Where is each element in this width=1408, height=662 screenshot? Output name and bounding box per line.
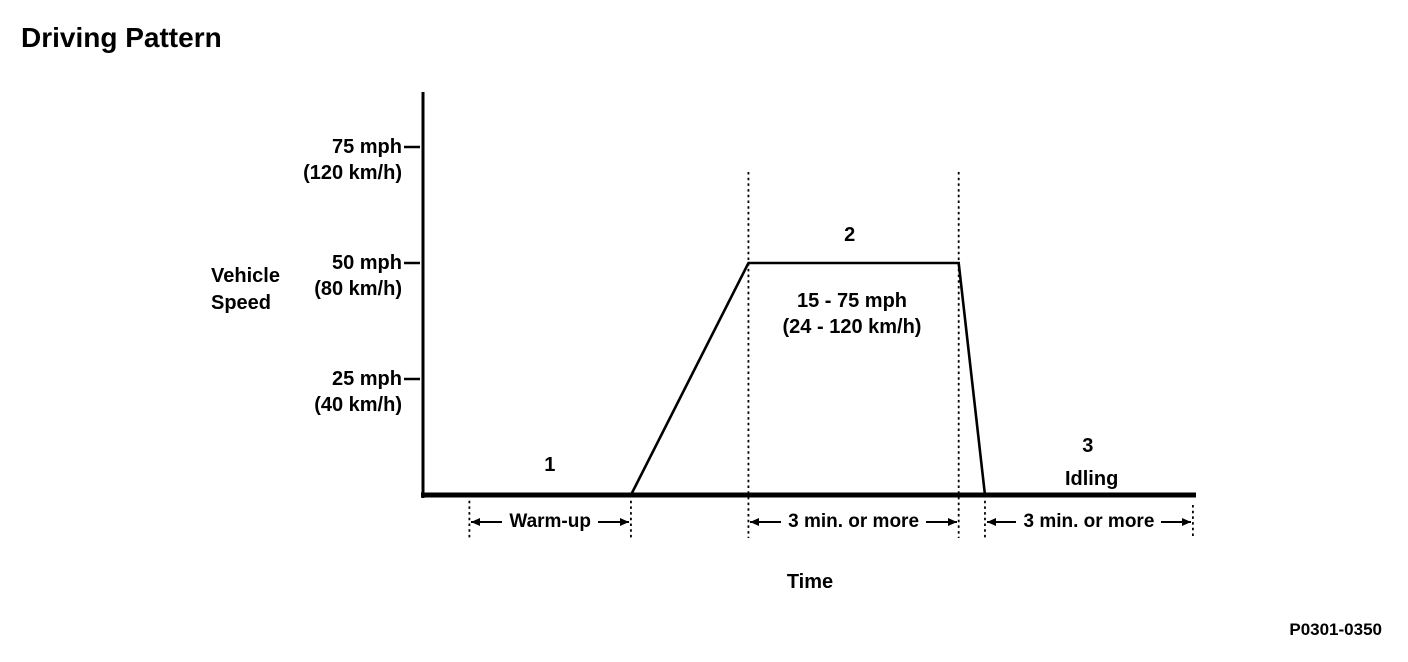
y-tick-sublabel: (120 km/h) (303, 162, 402, 184)
y-axis-title-line2: Speed (211, 292, 272, 314)
phase-2-label: 2 (844, 224, 856, 247)
y-tick-25mph: 25 mph (40 km/h) (236, 366, 402, 418)
arrow-left-icon (986, 518, 1017, 526)
y-tick-50mph: 50 mph (80 km/h) (236, 250, 402, 302)
figure-reference-code: P0301-0350 (1289, 620, 1382, 639)
y-axis-title: Vehicle Speed (211, 263, 280, 317)
interval-label: 3 min. or more (1023, 511, 1155, 532)
y-tick-label: 25 mph (331, 368, 402, 390)
y-tick-sublabel: (80 km/h) (314, 278, 402, 300)
figure-title: Driving Pattern (21, 22, 222, 53)
phase-3-label: 3 (1082, 435, 1094, 458)
y-tick-75mph: 75 mph (120 km/h) (236, 134, 402, 186)
interval-label: 3 min. or more (788, 511, 920, 532)
idling-label: Idling (1064, 467, 1119, 490)
arrow-right-icon (1161, 518, 1191, 526)
arrow-left-icon (750, 518, 782, 526)
y-tick-label: 75 mph (331, 136, 402, 158)
interval-label: Warm-up (509, 511, 591, 532)
phase-1-label: 1 (544, 453, 556, 476)
interval-warm-up: Warm-up (471, 511, 629, 532)
interval-cruise-3min: 3 min. or more (750, 511, 957, 532)
cruise-speed-range-label: 15 - 75 mph (24 - 120 km/h) (782, 290, 922, 339)
interval-idling-3min: 3 min. or more (986, 511, 1191, 532)
arrow-right-icon (597, 518, 629, 526)
x-axis-title: Time (786, 571, 834, 593)
y-tick-label: 50 mph (331, 252, 402, 274)
y-axis-title-line1: Vehicle (211, 265, 280, 287)
y-tick-sublabel: (40 km/h) (314, 394, 402, 416)
arrow-left-icon (471, 518, 503, 526)
arrow-right-icon (926, 518, 957, 526)
